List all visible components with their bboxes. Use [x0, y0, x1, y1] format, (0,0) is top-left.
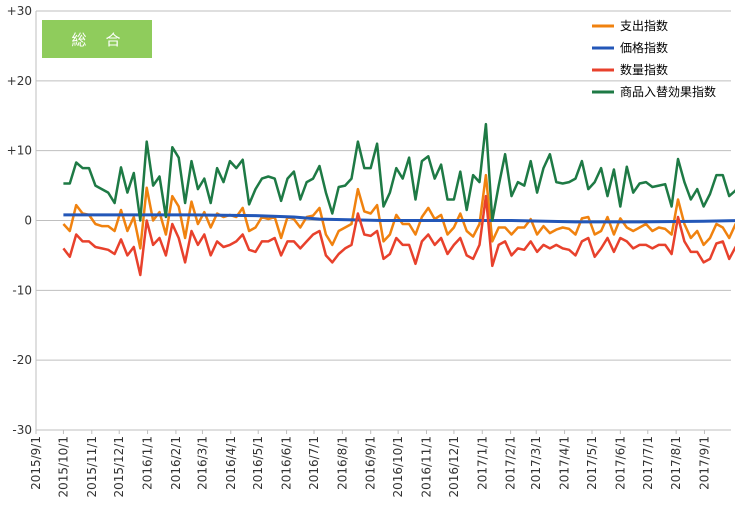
x-tick-label: 2017/4/1: [558, 436, 572, 490]
x-tick-label: 2017/6/1: [613, 436, 627, 490]
series-line-3: [62, 194, 735, 277]
x-tick-label: 2016/3/1: [195, 436, 209, 490]
y-tick-label: +30: [7, 4, 32, 18]
x-tick-label: 2015/9/1: [29, 436, 43, 490]
category-badge-bg: [42, 20, 152, 58]
x-tick-label: 2017/8/1: [669, 436, 683, 490]
series-lines: [62, 122, 735, 277]
x-tick-label: 2016/10/1: [391, 436, 405, 498]
x-tick-label: 2015/11/1: [85, 436, 99, 498]
x-axis-ticks: 2015/9/1 2015/10/1 2015/11/1 2015/12/1 2016/…: [29, 430, 711, 498]
y-tick-label: -10: [12, 283, 32, 297]
series-line-2: [63, 213, 735, 224]
category-badge: 総 合: [42, 20, 152, 58]
x-tick-label: 2015/10/1: [56, 436, 70, 498]
y-tick-label: -20: [12, 353, 32, 367]
x-tick-label: 2016/7/1: [307, 436, 321, 490]
x-tick-label: 2016/9/1: [364, 436, 378, 490]
y-tick-label: +20: [7, 74, 32, 88]
y-tick-label: 0: [24, 214, 32, 228]
x-tick-label: 2016/2/1: [169, 436, 183, 490]
y-tick-label: -30: [12, 423, 32, 437]
x-tick-label: 2016/4/1: [224, 436, 238, 490]
x-tick-label: 2016/6/1: [280, 436, 294, 490]
legend-label: 商品入替効果指数: [620, 84, 716, 99]
series-line-4: [63, 122, 735, 222]
x-tick-label: 2017/3/1: [529, 436, 543, 490]
legend-label: 数量指数: [620, 62, 668, 77]
legend-label: 価格指数: [620, 40, 668, 55]
x-tick-label: 2017/2/1: [504, 436, 518, 490]
x-tick-label: 2017/1/1: [475, 436, 489, 490]
x-tick-label: 2016/1/1: [141, 436, 155, 490]
x-tick-label: 2016/5/1: [251, 436, 265, 490]
x-tick-label: 2016/8/1: [335, 436, 349, 490]
x-tick-label: 2016/11/1: [419, 436, 433, 498]
x-tick-label: 2016/12/1: [447, 436, 461, 498]
x-tick-label: 2017/9/1: [697, 436, 711, 490]
x-tick-label: 2017/7/1: [641, 436, 655, 490]
category-badge-label: 総 合: [71, 31, 122, 49]
y-tick-label: +10: [7, 144, 32, 158]
x-tick-label: 2017/5/1: [585, 436, 599, 490]
series-line-1: [62, 173, 735, 250]
y-axis-ticks: +30 +20 +10 0 -10 -20 -30: [7, 4, 32, 437]
x-tick-label: 2015/12/1: [112, 436, 126, 498]
legend-label: 支出指数: [620, 18, 668, 33]
